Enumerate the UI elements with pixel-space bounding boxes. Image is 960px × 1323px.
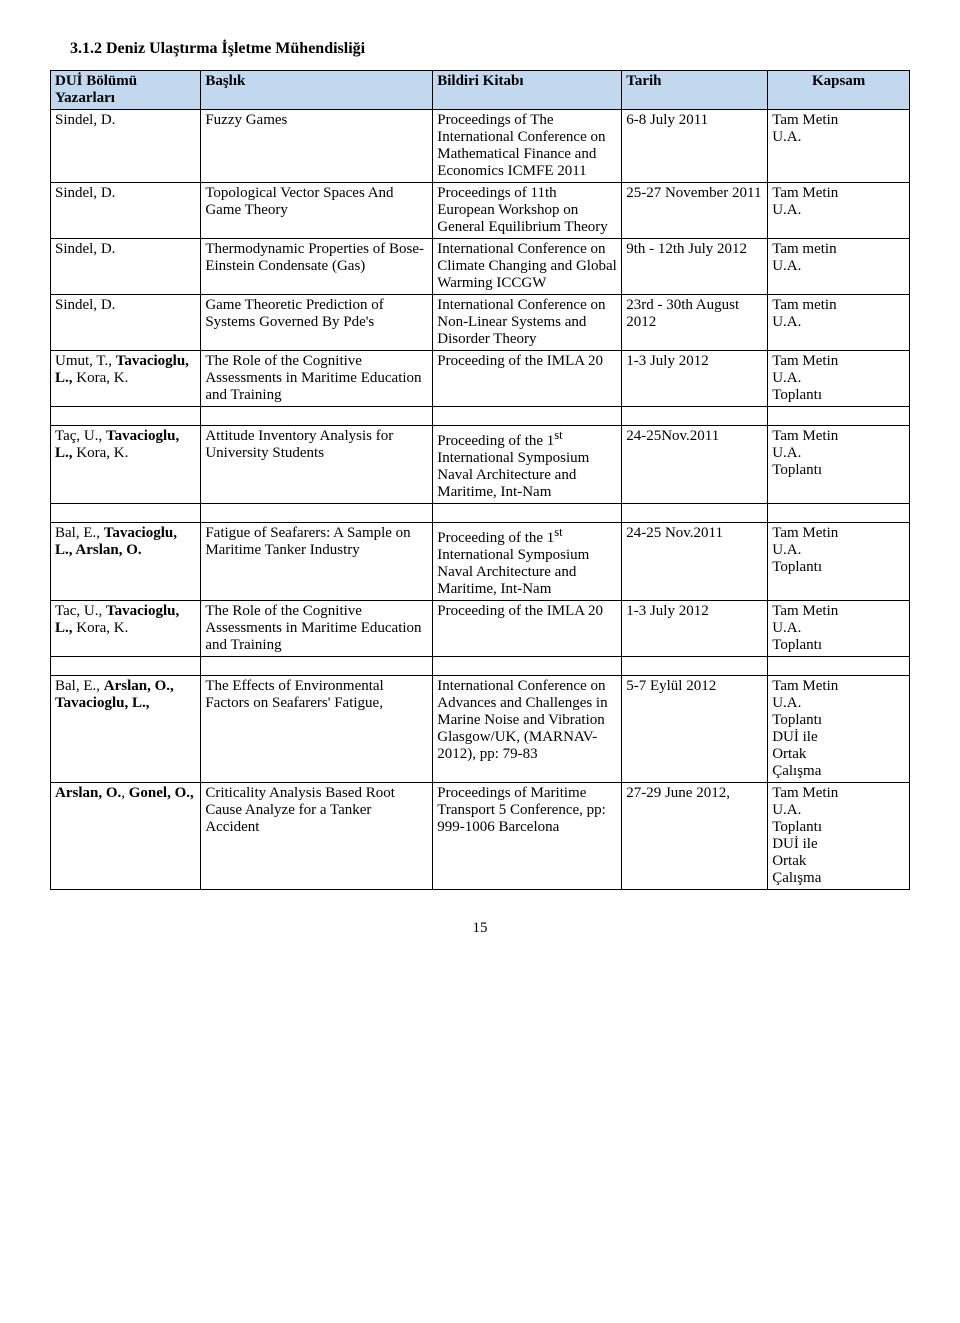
cell-title: The Role of the Cognitive Assessments in… [201, 351, 433, 407]
cell-proc: Proceeding of the IMLA 20 [433, 601, 622, 657]
cell-title: Thermodynamic Properties of Bose-Einstei… [201, 239, 433, 295]
header-proc: Bildiri Kitabı [433, 71, 622, 110]
cell-authors: Sindel, D. [51, 239, 201, 295]
cell-authors: Sindel, D. [51, 110, 201, 183]
cell-date: 1-3 July 2012 [622, 351, 768, 407]
publications-table: DUİ Bölümü Yazarları Başlık Bildiri Kita… [50, 70, 910, 890]
cell-date: 24-25Nov.2011 [622, 426, 768, 504]
cell-authors: Sindel, D. [51, 295, 201, 351]
table-row: Sindel, D.Game Theoretic Prediction of S… [51, 295, 910, 351]
spacer-cell [622, 657, 768, 676]
cell-date: 24-25 Nov.2011 [622, 523, 768, 601]
spacer-cell [433, 657, 622, 676]
table-row-spacer [51, 407, 910, 426]
spacer-cell [51, 407, 201, 426]
cell-scope: Tam MetinU.A.Toplantı [768, 523, 910, 601]
section-title: 3.1.2 Deniz Ulaştırma İşletme Mühendisli… [70, 40, 910, 58]
cell-date: 1-3 July 2012 [622, 601, 768, 657]
table-body: Sindel, D.Fuzzy GamesProceedings of The … [51, 110, 910, 890]
cell-scope: Tam MetinU.A.ToplantıDUİ ileOrtakÇalışma [768, 676, 910, 783]
spacer-cell [768, 657, 910, 676]
table-row: Arslan, O., Gonel, O.,Criticality Analys… [51, 783, 910, 890]
cell-scope: Tam MetinU.A.Toplantı [768, 426, 910, 504]
spacer-cell [622, 504, 768, 523]
cell-scope: Tam MetinU.A. [768, 183, 910, 239]
table-header-row: DUİ Bölümü Yazarları Başlık Bildiri Kita… [51, 71, 910, 110]
cell-date: 9th - 12th July 2012 [622, 239, 768, 295]
spacer-cell [51, 657, 201, 676]
spacer-cell [201, 407, 433, 426]
table-row: Sindel, D.Topological Vector Spaces And … [51, 183, 910, 239]
cell-scope: Tam MetinU.A.Toplantı [768, 601, 910, 657]
cell-proc: Proceeding of the 1st International Symp… [433, 426, 622, 504]
cell-date: 25-27 November 2011 [622, 183, 768, 239]
table-row: Taç, U., Tavacioglu, L., Kora, K.Attitud… [51, 426, 910, 504]
cell-title: Fatigue of Seafarers: A Sample on Mariti… [201, 523, 433, 601]
spacer-cell [768, 407, 910, 426]
spacer-cell [433, 504, 622, 523]
cell-date: 5-7 Eylül 2012 [622, 676, 768, 783]
cell-date: 6-8 July 2011 [622, 110, 768, 183]
table-row: Umut, T., Tavacioglu, L., Kora, K.The Ro… [51, 351, 910, 407]
cell-title: Attitude Inventory Analysis for Universi… [201, 426, 433, 504]
cell-title: The Role of the Cognitive Assessments in… [201, 601, 433, 657]
spacer-cell [433, 407, 622, 426]
cell-proc: International Conference on Climate Chan… [433, 239, 622, 295]
table-row: Bal, E., Tavacioglu, L., Arslan, O.Fatig… [51, 523, 910, 601]
cell-scope: Tam metinU.A. [768, 295, 910, 351]
cell-date: 27-29 June 2012, [622, 783, 768, 890]
cell-proc: Proceedings of 11th European Workshop on… [433, 183, 622, 239]
cell-date: 23rd - 30th August 2012 [622, 295, 768, 351]
cell-authors: Sindel, D. [51, 183, 201, 239]
table-row-spacer [51, 657, 910, 676]
header-date: Tarih [622, 71, 768, 110]
table-row: Bal, E., Arslan, O., Tavacioglu, L.,The … [51, 676, 910, 783]
cell-scope: Tam metinU.A. [768, 239, 910, 295]
cell-proc: Proceedings of Maritime Transport 5 Conf… [433, 783, 622, 890]
cell-proc: Proceeding of the IMLA 20 [433, 351, 622, 407]
spacer-cell [51, 504, 201, 523]
spacer-cell [201, 504, 433, 523]
cell-title: Game Theoretic Prediction of Systems Gov… [201, 295, 433, 351]
page-number: 15 [50, 920, 910, 937]
cell-authors: Umut, T., Tavacioglu, L., Kora, K. [51, 351, 201, 407]
cell-authors: Taç, U., Tavacioglu, L., Kora, K. [51, 426, 201, 504]
cell-authors: Arslan, O., Gonel, O., [51, 783, 201, 890]
cell-proc: International Conference on Non-Linear S… [433, 295, 622, 351]
header-scope: Kapsam [768, 71, 910, 110]
table-row: Tac, U., Tavacioglu, L., Kora, K.The Rol… [51, 601, 910, 657]
cell-proc: International Conference on Advances and… [433, 676, 622, 783]
cell-scope: Tam MetinU.A.Toplantı [768, 351, 910, 407]
header-authors: DUİ Bölümü Yazarları [51, 71, 201, 110]
table-row: Sindel, D.Thermodynamic Properties of Bo… [51, 239, 910, 295]
spacer-cell [768, 504, 910, 523]
cell-title: Criticality Analysis Based Root Cause An… [201, 783, 433, 890]
cell-authors: Bal, E., Tavacioglu, L., Arslan, O. [51, 523, 201, 601]
cell-scope: Tam MetinU.A. [768, 110, 910, 183]
spacer-cell [201, 657, 433, 676]
cell-scope: Tam MetinU.A.ToplantıDUİ ileOrtakÇalışma [768, 783, 910, 890]
cell-title: Topological Vector Spaces And Game Theor… [201, 183, 433, 239]
table-row: Sindel, D.Fuzzy GamesProceedings of The … [51, 110, 910, 183]
cell-authors: Tac, U., Tavacioglu, L., Kora, K. [51, 601, 201, 657]
header-title: Başlık [201, 71, 433, 110]
table-row-spacer [51, 504, 910, 523]
spacer-cell [622, 407, 768, 426]
cell-proc: Proceedings of The International Confere… [433, 110, 622, 183]
cell-proc: Proceeding of the 1st International Symp… [433, 523, 622, 601]
cell-authors: Bal, E., Arslan, O., Tavacioglu, L., [51, 676, 201, 783]
cell-title: The Effects of Environmental Factors on … [201, 676, 433, 783]
cell-title: Fuzzy Games [201, 110, 433, 183]
